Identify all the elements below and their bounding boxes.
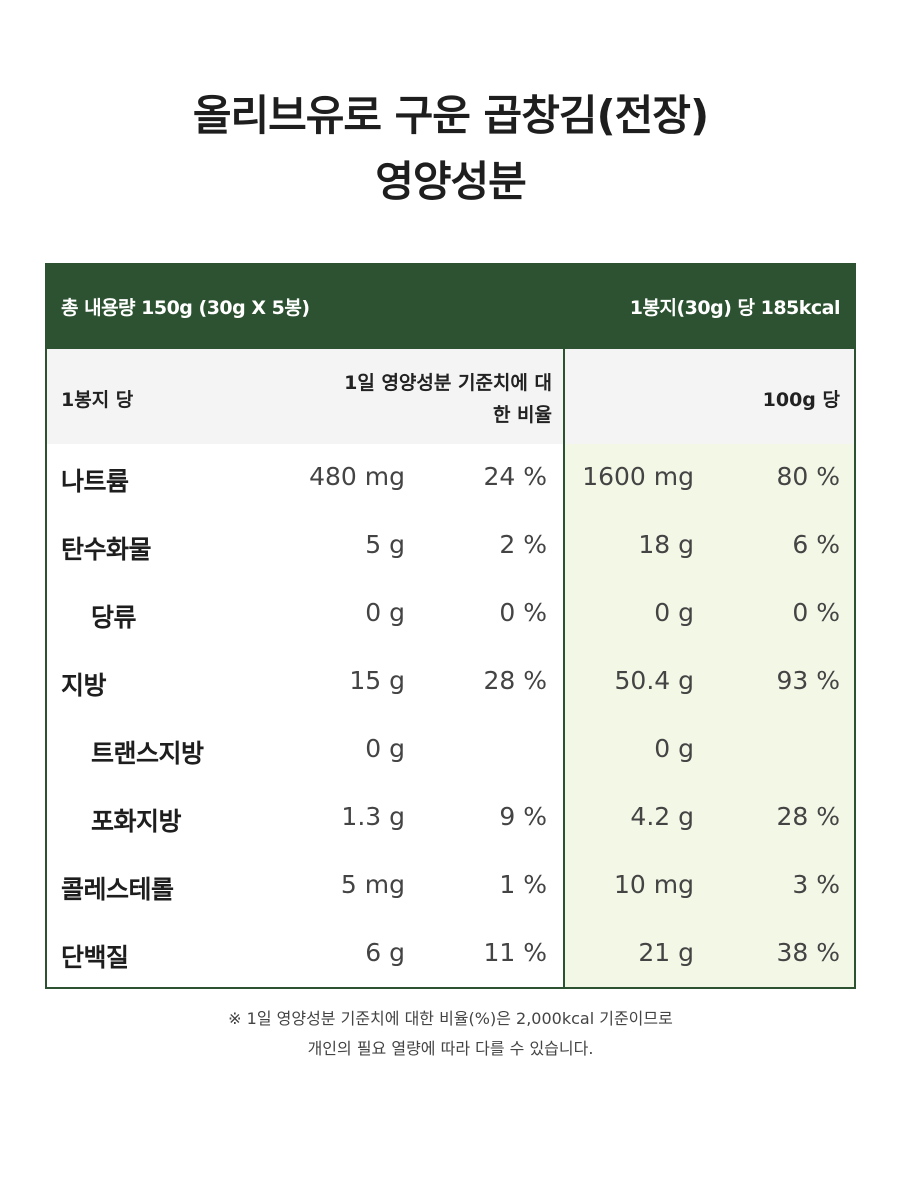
per-pack-value: 5 mg <box>340 870 405 899</box>
nutrient-label: 트랜스지방 <box>91 739 204 768</box>
per-100g-percent: 38 % <box>776 938 840 967</box>
per-100g-panel <box>563 444 854 987</box>
product-title: 올리브유로 구운 곱창김(전장) <box>192 91 709 140</box>
per-100g-percent: 6 % <box>792 530 840 559</box>
per-pack-percent: 0 % <box>499 598 547 627</box>
total-content-label: 총 내용량 150g (30g X 5봉) <box>61 297 310 319</box>
nutrient-rows: 나트륨 480 mg 24 % 1600 mg 80 % 탄수화물 5 g 2 … <box>47 444 854 987</box>
per-pack-value: 480 mg <box>309 462 405 491</box>
table-row: 나트륨 480 mg 24 % 1600 mg 80 % <box>47 444 854 512</box>
footnote-line1: ※ 1일 영양성분 기준치에 대한 비율(%)은 2,000kcal 기준이므로 <box>228 1009 673 1028</box>
per-100g-value: 4.2 g <box>630 802 694 831</box>
per-100g-header: 100g 당 <box>762 389 840 411</box>
per-100g-value: 0 g <box>654 734 694 763</box>
table-header-bar: 총 내용량 150g (30g X 5봉) 1봉지(30g) 당 185kcal <box>47 265 854 349</box>
per-100g-value: 18 g <box>638 530 694 559</box>
per-pack-value: 5 g <box>365 530 405 559</box>
column-headers: 1봉지 당 1일 영양성분 기준치에 대 한 비율 100g 당 <box>47 349 854 444</box>
per-100g-value: 0 g <box>654 598 694 627</box>
per-100g-value: 21 g <box>638 938 694 967</box>
per-pack-value: 0 g <box>365 734 405 763</box>
per-100g-value: 10 mg <box>614 870 694 899</box>
per-100g-value: 50.4 g <box>614 666 694 695</box>
daily-value-header-line2: 한 비율 <box>492 404 552 426</box>
section-title: 영양성분 <box>375 157 527 206</box>
column-divider <box>563 349 565 987</box>
per-pack-value: 6 g <box>365 938 405 967</box>
nutrient-label: 콜레스테롤 <box>61 875 174 904</box>
table-row: 탄수화물 5 g 2 % 18 g 6 % <box>47 512 854 580</box>
nutrient-label: 탄수화물 <box>61 535 152 564</box>
per-pack-percent: 24 % <box>483 462 547 491</box>
footnote: ※ 1일 영양성분 기준치에 대한 비율(%)은 2,000kcal 기준이므로… <box>0 1004 901 1064</box>
nutrient-label: 당류 <box>91 603 137 632</box>
table-row: 콜레스테롤 5 mg 1 % 10 mg 3 % <box>47 852 854 920</box>
per-100g-percent: 3 % <box>792 870 840 899</box>
per-pack-value: 1.3 g <box>341 802 405 831</box>
per-pack-value: 15 g <box>349 666 405 695</box>
nutrient-label: 나트륨 <box>61 467 129 496</box>
per-100g-percent: 0 % <box>792 598 840 627</box>
per-pack-percent: 11 % <box>483 938 547 967</box>
per-100g-value: 1600 mg <box>582 462 694 491</box>
per-pack-header: 1봉지 당 <box>61 389 134 411</box>
nutrient-label: 단백질 <box>61 943 129 972</box>
table-row: 당류 0 g 0 % 0 g 0 % <box>47 580 854 648</box>
per-100g-percent: 28 % <box>776 802 840 831</box>
nutrition-table: 총 내용량 150g (30g X 5봉) 1봉지(30g) 당 185kcal… <box>45 263 856 989</box>
per-pack-percent: 2 % <box>499 530 547 559</box>
calories-label: 1봉지(30g) 당 185kcal <box>629 297 841 319</box>
per-pack-percent: 9 % <box>499 802 547 831</box>
table-row: 트랜스지방 0 g 0 g <box>47 716 854 784</box>
per-pack-percent: 28 % <box>483 666 547 695</box>
per-pack-percent: 1 % <box>499 870 547 899</box>
table-row: 단백질 6 g 11 % 21 g 38 % <box>47 920 854 987</box>
nutrient-label: 지방 <box>61 671 107 700</box>
page-title-block: 올리브유로 구운 곱창김(전장) 영양성분 <box>0 88 901 210</box>
table-row: 지방 15 g 28 % 50.4 g 93 % <box>47 648 854 716</box>
daily-value-header: 1일 영양성분 기준치에 대 한 비율 <box>344 367 552 431</box>
daily-value-header-line1: 1일 영양성분 기준치에 대 <box>344 372 552 394</box>
per-pack-value: 0 g <box>365 598 405 627</box>
per-100g-percent: 93 % <box>776 666 840 695</box>
table-row: 포화지방 1.3 g 9 % 4.2 g 28 % <box>47 784 854 852</box>
per-100g-percent: 80 % <box>776 462 840 491</box>
footnote-line2: 개인의 필요 열량에 따라 다를 수 있습니다. <box>307 1039 594 1058</box>
nutrient-label: 포화지방 <box>91 807 182 836</box>
